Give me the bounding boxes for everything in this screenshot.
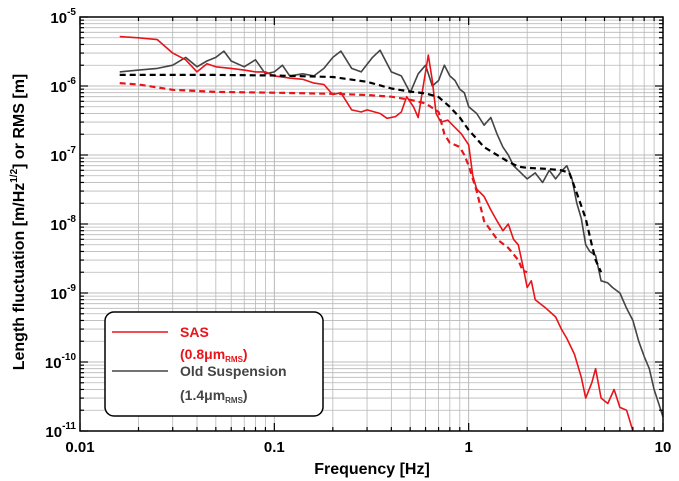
legend-rms-sas-unit: μm [204, 346, 225, 362]
y-tick-label-exp: -11 [62, 421, 76, 432]
legend-label-old: Old Suspension [180, 363, 287, 379]
y-tick-label-base: 10 [50, 286, 67, 303]
y-tick-label: 10-6 [50, 76, 76, 96]
y-tick-label: 10-11 [45, 421, 76, 441]
y-axis-title: Length fluctuation [m/Hz1/2] or RMS [m] [9, 74, 28, 371]
x-tick-label: 10 [655, 439, 672, 456]
y-axis-title-main: Length fluctuation [m/Hz [11, 183, 28, 371]
y-tick-label-exp: -10 [62, 352, 77, 363]
y-tick-label-base: 10 [50, 217, 67, 234]
legend-rms-old-close: ) [243, 387, 248, 403]
legend: SAS (0.8μmRMS) Old Suspension (1.4μmRMS) [104, 311, 324, 417]
legend-rms-sas-close: ) [243, 346, 248, 362]
y-tick-label: 10-10 [45, 352, 77, 372]
legend-rms-old-sub: RMS [225, 396, 243, 405]
y-tick-label-exp: -5 [67, 7, 76, 18]
y-tick-label-base: 10 [50, 79, 67, 96]
y-tick-label-exp: -9 [67, 283, 76, 294]
series-sas-rms [119, 82, 528, 274]
y-tick-label-exp: -6 [67, 76, 76, 87]
y-axis-title-sup: 1/2 [9, 168, 20, 182]
legend-rms-old: (1.4μmRMS) [180, 387, 248, 405]
series-sas [119, 35, 634, 432]
y-tick-label-base: 10 [45, 424, 62, 441]
y-tick-label: 10-9 [50, 283, 76, 303]
y-tick-label-exp: -8 [67, 214, 76, 225]
x-tick-label: 0.1 [264, 439, 285, 456]
y-tick-label: 10-8 [50, 214, 76, 234]
series-old-suspension-rms [119, 73, 603, 273]
y-axis-title-tail: ] or RMS [m] [11, 74, 28, 169]
plot-series [119, 35, 664, 432]
legend-rms-sas: (0.8μmRMS) [180, 346, 248, 364]
legend-box [104, 311, 324, 417]
legend-rms-sas-value: (0.8 [180, 346, 204, 362]
y-tick-label-base: 10 [45, 355, 62, 372]
y-tick-label: 10-7 [50, 145, 76, 165]
x-tick-label: 1 [464, 439, 472, 456]
legend-rms-sas-sub: RMS [225, 355, 243, 364]
legend-label-sas: SAS [180, 324, 209, 340]
axis-ticks [79, 16, 664, 432]
legend-rms-old-value: (1.4 [180, 387, 204, 403]
legend-rms-old-unit: μm [204, 387, 225, 403]
grid [80, 17, 663, 431]
x-axis-title: Frequency [Hz] [314, 461, 430, 478]
y-tick-label-exp: -7 [67, 145, 76, 156]
x-tick-label: 0.01 [65, 439, 94, 456]
y-tick-label-base: 10 [50, 148, 67, 165]
y-tick-label-base: 10 [50, 10, 67, 27]
y-tick-label: 10-5 [50, 7, 76, 27]
